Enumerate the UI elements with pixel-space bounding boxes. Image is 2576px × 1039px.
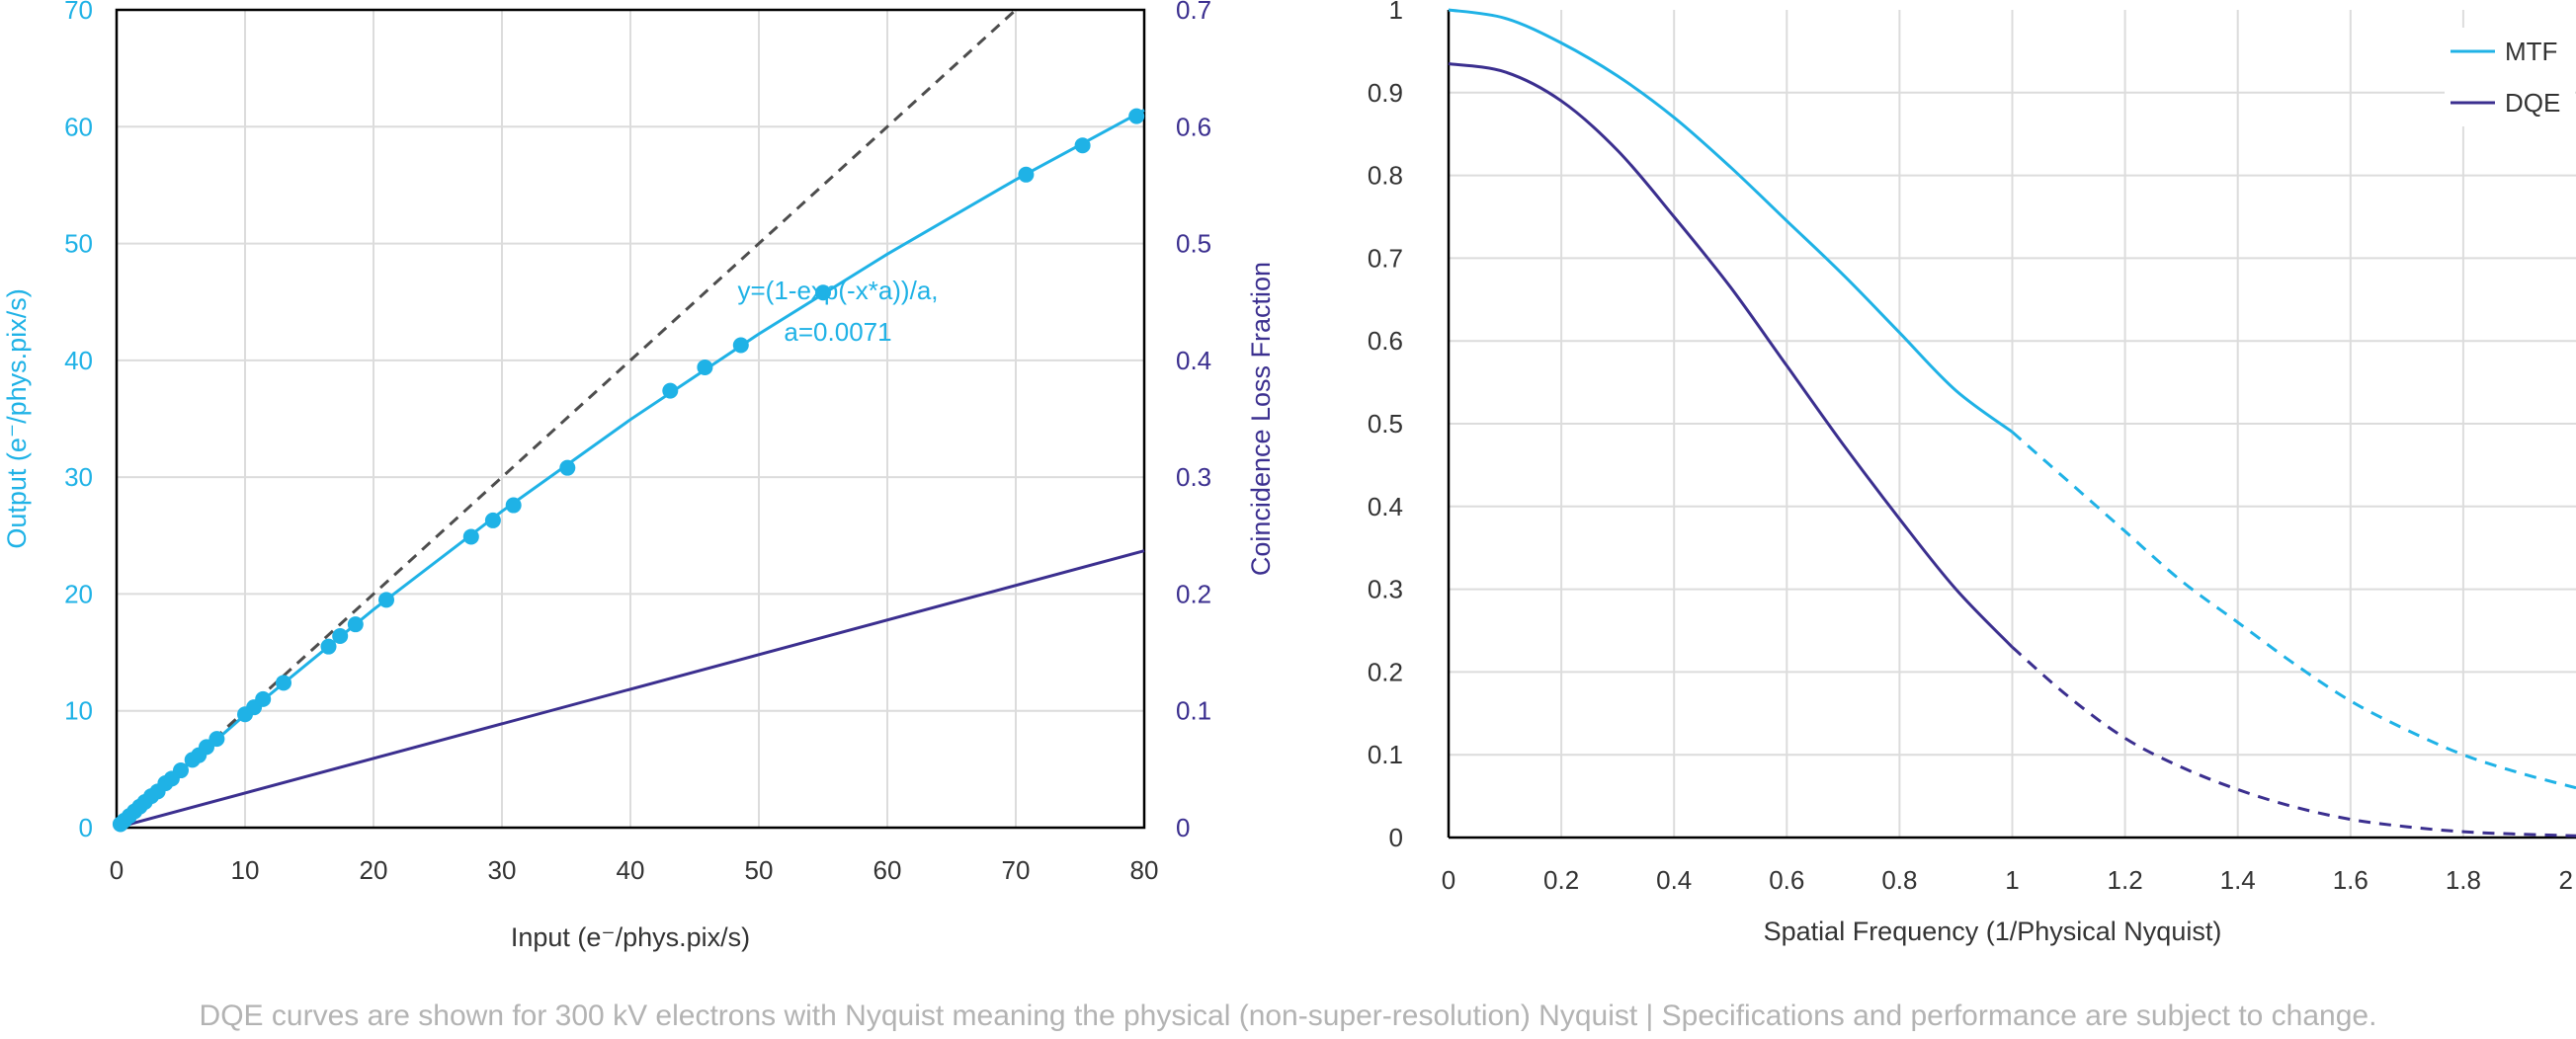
x-tick-label: 2 [2559, 865, 2573, 895]
mtf-curve-solid [1448, 8, 2014, 434]
x-tick-label: 60 [873, 855, 902, 885]
y-tick-label: 0.3 [1368, 575, 1403, 604]
y-right-tick-label: 0.2 [1176, 579, 1211, 608]
x-tick-label: 1.2 [2108, 865, 2143, 895]
x-tick-label: 0.6 [1769, 865, 1804, 895]
x-tick-label: 80 [1130, 855, 1159, 885]
measured-data-point [347, 616, 364, 633]
x-tick-label: 0.4 [1656, 865, 1692, 895]
y-right-tick-label: 0.5 [1176, 229, 1211, 259]
y-right-tick-label: 0.7 [1176, 0, 1211, 25]
y-left-axis-title: Output (e⁻/phys.pix/s) [2, 288, 32, 548]
x-tick-label: 10 [231, 855, 260, 885]
y-left-tick-label: 0 [79, 813, 93, 842]
x-tick-label: 0.2 [1543, 865, 1579, 895]
x-axis-title: Input (e⁻/phys.pix/s) [511, 922, 750, 952]
legend-background [2445, 28, 2575, 126]
measured-data-point [208, 731, 225, 748]
measured-data-point [559, 459, 576, 476]
dqe-curve-dashed [2011, 646, 2576, 838]
y-left-tick-label: 50 [64, 229, 93, 259]
identity-dashed-line [115, 8, 1018, 830]
x-tick-label: 30 [488, 855, 517, 885]
legend-label-mtf: MTF [2505, 37, 2557, 66]
measured-data-point [1018, 166, 1035, 183]
measured-data-point [505, 497, 522, 514]
plot-frame [115, 8, 1146, 830]
y-tick-label: 0.5 [1368, 409, 1403, 439]
measured-data-point [1074, 137, 1091, 154]
dqe-curve-solid [1448, 62, 2014, 649]
fit-parameter-annotation: a=0.0071 [784, 317, 891, 347]
footnote: DQE curves are shown for 300 kV electron… [199, 999, 2377, 1032]
y-right-tick-label: 0.6 [1176, 112, 1211, 141]
measured-data-point [173, 762, 189, 779]
x-tick-label: 1.4 [2220, 865, 2256, 895]
x-tick-label: 50 [745, 855, 774, 885]
coincidence-loss-chart: 0 10 20 30 40 50 60 70 80 0 10 20 30 40 50 60 70 0 0.1 0.2 0… [2, 0, 1276, 952]
x-tick-label: 40 [617, 855, 645, 885]
measured-data-point [378, 592, 394, 608]
y-left-tick-label: 30 [64, 462, 93, 492]
measured-data-point [276, 675, 291, 691]
legend-label-dqe: DQE [2505, 88, 2560, 118]
y-left-tick-label: 20 [64, 579, 93, 608]
x-tick-label: 0.8 [1881, 865, 1917, 895]
x-tick-label: 1 [2005, 865, 2019, 895]
y-tick-label: 0.1 [1368, 740, 1403, 769]
measured-data-point [255, 690, 272, 707]
y-right-axis-title: Coincidence Loss Fraction [1246, 262, 1276, 576]
x-tick-label: 0 [110, 855, 124, 885]
y-tick-label: 0.6 [1368, 326, 1403, 356]
y-left-tick-label: 60 [64, 112, 93, 141]
mtf-dqe-chart: 0 0.2 0.4 0.6 0.8 1 1.2 1.4 1.6 1.8 2 0 0.1 0.2 0.3 0.4… [1368, 0, 2576, 946]
coincidence-loss-line [116, 549, 1145, 830]
y-right-tick-label: 0 [1176, 813, 1190, 842]
mtf-curve-dashed [2011, 431, 2576, 790]
y-tick-label: 1 [1389, 0, 1403, 25]
legend: MTF DQE [2445, 28, 2575, 126]
y-tick-label: 0.7 [1368, 243, 1403, 273]
measured-data-point [732, 337, 749, 354]
y-tick-label: 0.8 [1368, 161, 1403, 191]
x-tick-label: 70 [1002, 855, 1031, 885]
y-tick-label: 0 [1389, 823, 1403, 852]
measured-data-point [484, 512, 501, 528]
y-left-tick-label: 10 [64, 696, 93, 726]
measured-data-point [320, 638, 337, 655]
fit-equation-annotation: y=(1-exp(-x*a))/a, [738, 276, 939, 305]
x-tick-label: 1.6 [2333, 865, 2368, 895]
y-right-tick-label: 0.3 [1176, 462, 1211, 492]
y-right-tick-label: 0.4 [1176, 346, 1211, 375]
x-axis-title: Spatial Frequency (1/Physical Nyquist) [1764, 917, 2222, 946]
y-right-tick-label: 0.1 [1176, 696, 1211, 726]
y-tick-label: 0.2 [1368, 657, 1403, 686]
y-left-tick-label: 70 [64, 0, 93, 25]
measured-data-point [332, 628, 349, 645]
measured-data-point [815, 284, 831, 301]
y-tick-label: 0.9 [1368, 78, 1403, 108]
measured-data-point [1128, 108, 1145, 124]
measured-data-point [662, 382, 679, 399]
x-tick-label: 20 [360, 855, 388, 885]
x-tick-label: 0 [1442, 865, 1455, 895]
y-left-tick-label: 40 [64, 346, 93, 375]
measured-data-point [462, 528, 479, 545]
x-tick-label: 1.8 [2446, 865, 2481, 895]
y-tick-label: 0.4 [1368, 492, 1403, 521]
measured-data-point [697, 359, 713, 375]
